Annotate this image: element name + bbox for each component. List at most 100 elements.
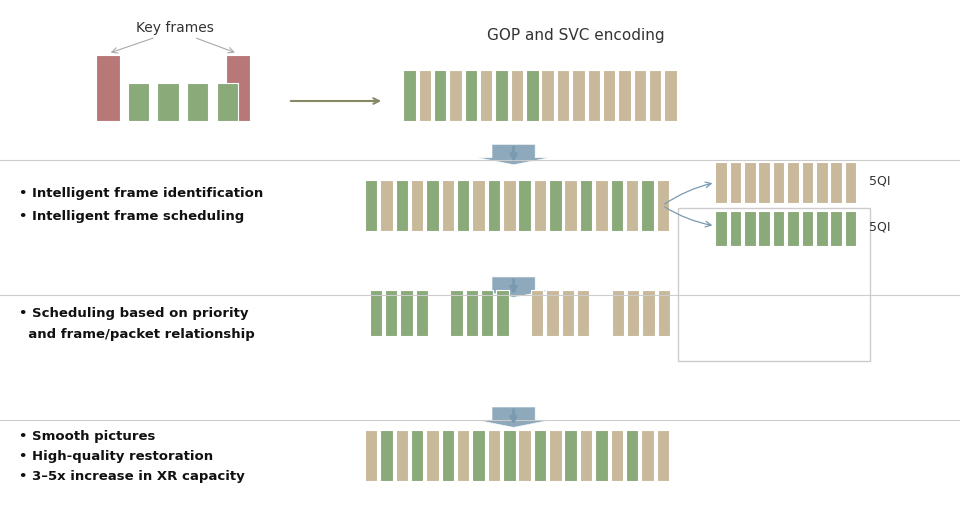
- Text: 5QI: 5QI: [869, 174, 890, 187]
- FancyBboxPatch shape: [612, 290, 624, 336]
- FancyBboxPatch shape: [518, 181, 531, 232]
- FancyBboxPatch shape: [541, 71, 554, 122]
- FancyArrow shape: [478, 145, 549, 165]
- FancyBboxPatch shape: [400, 290, 413, 336]
- FancyBboxPatch shape: [442, 430, 454, 481]
- FancyBboxPatch shape: [157, 84, 179, 122]
- FancyBboxPatch shape: [488, 430, 500, 481]
- FancyBboxPatch shape: [626, 430, 638, 481]
- FancyBboxPatch shape: [488, 181, 500, 232]
- FancyBboxPatch shape: [773, 211, 784, 247]
- FancyBboxPatch shape: [465, 71, 477, 122]
- FancyBboxPatch shape: [641, 430, 654, 481]
- FancyBboxPatch shape: [845, 163, 856, 204]
- FancyBboxPatch shape: [845, 211, 856, 247]
- FancyBboxPatch shape: [96, 56, 120, 122]
- FancyBboxPatch shape: [787, 163, 799, 204]
- FancyBboxPatch shape: [787, 211, 799, 247]
- FancyBboxPatch shape: [715, 211, 727, 247]
- FancyBboxPatch shape: [450, 290, 463, 336]
- FancyBboxPatch shape: [385, 290, 397, 336]
- FancyBboxPatch shape: [611, 181, 623, 232]
- FancyBboxPatch shape: [715, 163, 727, 204]
- FancyBboxPatch shape: [380, 181, 393, 232]
- FancyBboxPatch shape: [603, 71, 615, 122]
- FancyBboxPatch shape: [449, 71, 462, 122]
- FancyBboxPatch shape: [816, 211, 828, 247]
- FancyBboxPatch shape: [802, 211, 813, 247]
- FancyBboxPatch shape: [365, 181, 377, 232]
- FancyBboxPatch shape: [226, 56, 250, 122]
- FancyBboxPatch shape: [564, 181, 577, 232]
- Text: • 3–5x increase in XR capacity: • 3–5x increase in XR capacity: [19, 469, 245, 483]
- FancyBboxPatch shape: [730, 163, 741, 204]
- FancyBboxPatch shape: [503, 430, 516, 481]
- FancyBboxPatch shape: [816, 163, 828, 204]
- FancyArrow shape: [478, 277, 549, 298]
- FancyBboxPatch shape: [802, 163, 813, 204]
- FancyBboxPatch shape: [572, 71, 585, 122]
- FancyBboxPatch shape: [557, 71, 569, 122]
- Text: • Intelligent frame identification: • Intelligent frame identification: [19, 187, 263, 200]
- FancyBboxPatch shape: [481, 290, 493, 336]
- FancyBboxPatch shape: [370, 290, 382, 336]
- Text: and frame/packet relationship: and frame/packet relationship: [19, 327, 255, 340]
- FancyBboxPatch shape: [562, 290, 574, 336]
- FancyBboxPatch shape: [531, 290, 543, 336]
- FancyBboxPatch shape: [649, 71, 661, 122]
- FancyBboxPatch shape: [577, 290, 589, 336]
- FancyBboxPatch shape: [627, 290, 639, 336]
- FancyBboxPatch shape: [618, 71, 631, 122]
- FancyBboxPatch shape: [457, 181, 469, 232]
- FancyBboxPatch shape: [472, 430, 485, 481]
- FancyBboxPatch shape: [472, 181, 485, 232]
- FancyBboxPatch shape: [730, 211, 741, 247]
- FancyBboxPatch shape: [634, 71, 646, 122]
- FancyBboxPatch shape: [480, 71, 492, 122]
- FancyBboxPatch shape: [217, 84, 238, 122]
- FancyBboxPatch shape: [365, 430, 377, 481]
- FancyBboxPatch shape: [419, 71, 431, 122]
- FancyBboxPatch shape: [426, 430, 439, 481]
- FancyBboxPatch shape: [442, 181, 454, 232]
- FancyBboxPatch shape: [830, 163, 842, 204]
- FancyBboxPatch shape: [396, 181, 408, 232]
- FancyArrow shape: [478, 407, 549, 428]
- FancyBboxPatch shape: [411, 181, 423, 232]
- FancyBboxPatch shape: [411, 430, 423, 481]
- Text: • Smooth pictures: • Smooth pictures: [19, 429, 156, 442]
- FancyBboxPatch shape: [503, 181, 516, 232]
- FancyBboxPatch shape: [758, 211, 770, 247]
- FancyBboxPatch shape: [434, 71, 446, 122]
- FancyBboxPatch shape: [128, 84, 149, 122]
- Text: • Intelligent frame scheduling: • Intelligent frame scheduling: [19, 210, 245, 223]
- FancyBboxPatch shape: [426, 181, 439, 232]
- FancyBboxPatch shape: [526, 71, 539, 122]
- FancyBboxPatch shape: [403, 71, 416, 122]
- FancyBboxPatch shape: [495, 71, 508, 122]
- FancyBboxPatch shape: [758, 163, 770, 204]
- FancyBboxPatch shape: [580, 430, 592, 481]
- FancyBboxPatch shape: [518, 430, 531, 481]
- FancyBboxPatch shape: [641, 181, 654, 232]
- FancyBboxPatch shape: [396, 430, 408, 481]
- FancyBboxPatch shape: [657, 181, 669, 232]
- FancyBboxPatch shape: [830, 211, 842, 247]
- FancyBboxPatch shape: [588, 71, 600, 122]
- FancyBboxPatch shape: [416, 290, 428, 336]
- FancyBboxPatch shape: [457, 430, 469, 481]
- FancyBboxPatch shape: [534, 430, 546, 481]
- Text: 5QI: 5QI: [869, 220, 890, 233]
- FancyBboxPatch shape: [744, 211, 756, 247]
- FancyBboxPatch shape: [595, 181, 608, 232]
- Text: • Scheduling based on priority: • Scheduling based on priority: [19, 306, 249, 320]
- FancyBboxPatch shape: [466, 290, 478, 336]
- FancyBboxPatch shape: [496, 290, 509, 336]
- FancyBboxPatch shape: [626, 181, 638, 232]
- FancyBboxPatch shape: [380, 430, 393, 481]
- FancyBboxPatch shape: [580, 181, 592, 232]
- FancyBboxPatch shape: [546, 290, 559, 336]
- FancyBboxPatch shape: [611, 430, 623, 481]
- Text: Key frames: Key frames: [135, 21, 214, 35]
- FancyBboxPatch shape: [549, 181, 562, 232]
